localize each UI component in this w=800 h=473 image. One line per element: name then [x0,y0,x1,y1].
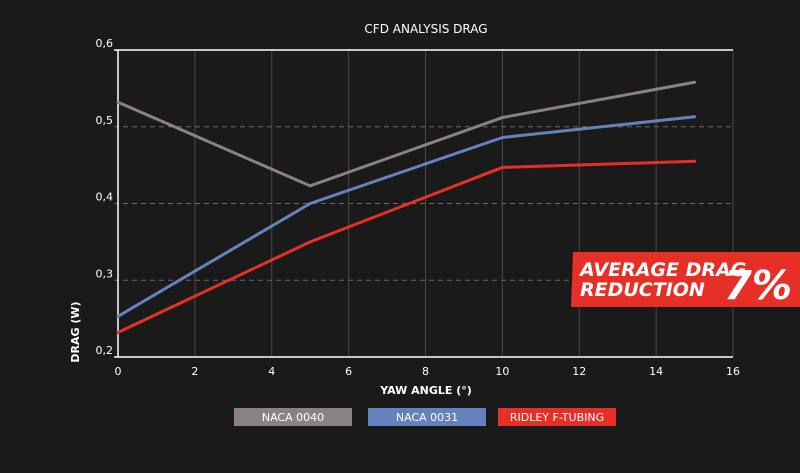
data-point [693,115,697,119]
y-tick-label: 0,6 [96,37,114,50]
data-point [693,80,697,84]
x-tick-label: 10 [495,365,509,378]
reduction-badge: AVERAGE DRAG REDUCTION 7% [571,252,800,309]
x-tick-labels: 0 2 4 6 8 10 12 14 16 [115,365,741,378]
y-tick-label: 0,2 [96,344,114,357]
data-point [500,135,504,139]
legend-label: NACA 0040 [262,411,324,424]
legend-swatch [368,408,486,426]
y-tick-label: 0,3 [96,267,114,280]
legend-label: RIDLEY F-TUBING [510,411,604,424]
x-tick-label: 6 [345,365,352,378]
x-tick-label: 16 [726,365,740,378]
grid [114,49,734,358]
series-line-0 [116,80,697,188]
x-tick-label: 8 [422,365,429,378]
data-point [693,159,697,163]
x-axis-label: YAW ANGLE (°) [379,384,472,397]
y-tick-label: 0,5 [96,114,114,127]
legend-swatch [498,408,616,426]
series-lines [116,80,697,334]
data-point [116,100,120,104]
y-tick-label: 0,4 [96,191,114,204]
x-tick-label: 4 [268,365,275,378]
data-point [116,314,120,318]
data-point [308,202,312,205]
badge-line2: REDUCTION [580,279,705,301]
x-tick-label: 12 [572,365,586,378]
y-tick-labels: 0,2 0,3 0,4 0,5 0,6 [96,37,114,357]
x-tick-label: 0 [115,365,122,378]
data-point [308,240,312,244]
badge-line1: AVERAGE DRAG [578,259,746,281]
data-point [308,184,312,188]
legend-label: NACA 0031 [396,411,458,424]
x-tick-label: 14 [649,365,663,378]
badge-value: 7% [724,263,792,309]
legend-swatch [234,408,352,426]
data-point [500,165,504,169]
data-point [500,116,504,120]
legend: NACA 0040 NACA 0031 RIDLEY F-TUBING [234,408,616,426]
series-line-1 [116,115,697,318]
badge-background [571,252,800,307]
series-line-2 [116,159,697,334]
data-point [116,330,120,334]
y-axis-label: DRAG (W) [69,301,82,362]
chart-title: CFD ANALYSIS DRAG [364,22,487,36]
x-tick-label: 2 [191,365,198,378]
